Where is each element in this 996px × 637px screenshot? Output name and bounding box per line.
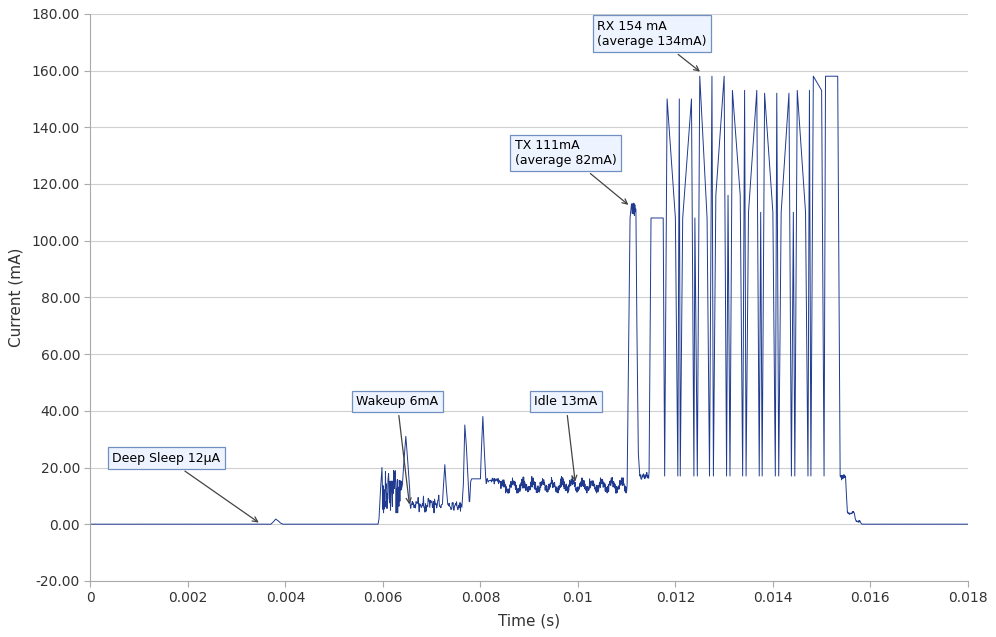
Text: Wakeup 6mA: Wakeup 6mA <box>357 395 438 503</box>
Text: Deep Sleep 12μA: Deep Sleep 12μA <box>113 452 258 522</box>
Text: RX 154 mA
(average 134mA): RX 154 mA (average 134mA) <box>598 20 707 71</box>
Text: TX 111mA
(average 82mA): TX 111mA (average 82mA) <box>515 139 627 204</box>
Text: Idle 13mA: Idle 13mA <box>534 395 598 480</box>
Y-axis label: Current (mA): Current (mA) <box>8 248 23 347</box>
X-axis label: Time (s): Time (s) <box>498 613 560 629</box>
